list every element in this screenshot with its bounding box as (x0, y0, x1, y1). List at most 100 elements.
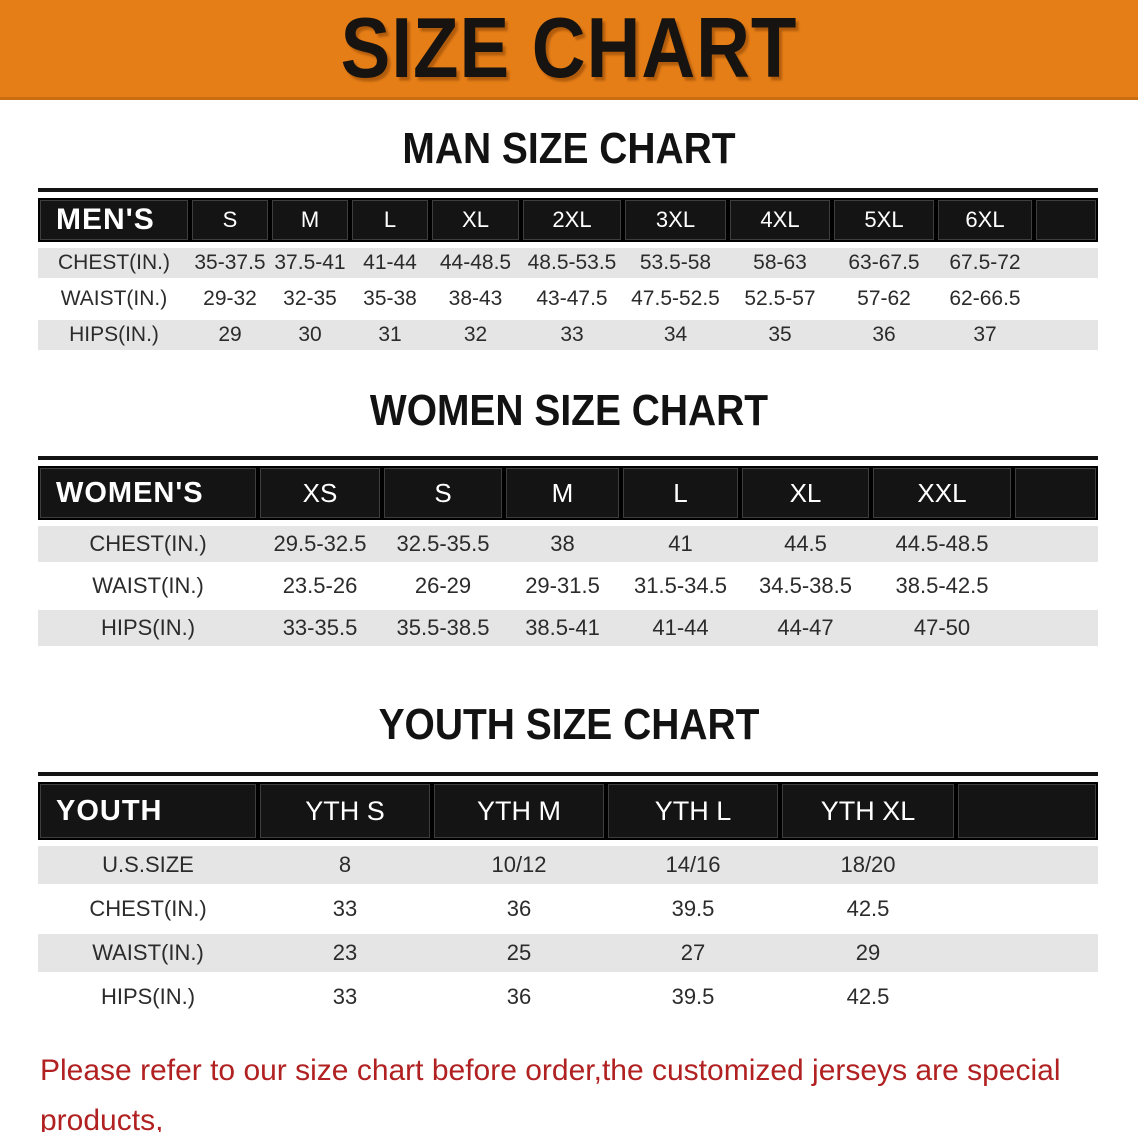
cell: 41-44 (350, 248, 430, 278)
cell: 44.5-48.5 (871, 526, 1013, 562)
row-label: CHEST(IN.) (38, 526, 258, 562)
cell: 34.5-38.5 (740, 568, 871, 604)
women-category-label: WOMEN'S (38, 466, 258, 520)
table-row: CHEST(IN.) 35-37.5 37.5-41 41-44 44-48.5… (38, 248, 1098, 278)
size-header: XXL (871, 466, 1013, 520)
cell: 25 (432, 934, 606, 972)
spacer-cell (956, 978, 1098, 1016)
size-header: L (350, 198, 430, 242)
row-label: HIPS(IN.) (38, 610, 258, 646)
table-row: CHEST(IN.) 29.5-32.5 32.5-35.5 38 41 44.… (38, 526, 1098, 562)
disclaimer-line1: Please refer to our size chart before or… (40, 1054, 1061, 1132)
cell: 32-35 (270, 284, 350, 314)
cell: 48.5-53.5 (521, 248, 623, 278)
row-label: WAIST(IN.) (38, 568, 258, 604)
cell: 30 (270, 320, 350, 350)
size-header: S (190, 198, 270, 242)
cell: 39.5 (606, 978, 780, 1016)
size-header: 6XL (936, 198, 1034, 242)
row-label: CHEST(IN.) (38, 890, 258, 928)
cell: 38.5-42.5 (871, 568, 1013, 604)
cell: 42.5 (780, 978, 956, 1016)
disclaimer: Please refer to our size chart before or… (40, 1046, 1118, 1132)
cell: 62-66.5 (936, 284, 1034, 314)
cell: 18/20 (780, 846, 956, 884)
size-header: XS (258, 466, 382, 520)
cell: 29 (190, 320, 270, 350)
men-category-label: MEN'S (38, 198, 190, 242)
size-header: 3XL (623, 198, 728, 242)
cell: 47-50 (871, 610, 1013, 646)
youth-table-top-rule (38, 772, 1098, 776)
youth-header-row: YOUTH YTH S YTH M YTH L YTH XL (38, 782, 1098, 840)
cell: 31.5-34.5 (621, 568, 740, 604)
row-label: U.S.SIZE (38, 846, 258, 884)
row-label: WAIST(IN.) (38, 284, 190, 314)
cell: 36 (832, 320, 936, 350)
cell: 23 (258, 934, 432, 972)
cell: 38.5-41 (504, 610, 621, 646)
spacer-cell (1013, 610, 1098, 646)
cell: 29-32 (190, 284, 270, 314)
cell: 63-67.5 (832, 248, 936, 278)
cell: 27 (606, 934, 780, 972)
size-header: YTH M (432, 782, 606, 840)
cell: 23.5-26 (258, 568, 382, 604)
cell: 35.5-38.5 (382, 610, 504, 646)
youth-size-table: YOUTH YTH S YTH M YTH L YTH XL U.S.SIZE … (38, 776, 1098, 1022)
table-row: CHEST(IN.) 33 36 39.5 42.5 (38, 890, 1098, 928)
women-size-table: WOMEN'S XS S M L XL XXL CHEST(IN.) 29.5-… (38, 460, 1098, 652)
table-row: WAIST(IN.) 23.5-26 26-29 29-31.5 31.5-34… (38, 568, 1098, 604)
cell: 44-47 (740, 610, 871, 646)
cell: 36 (432, 890, 606, 928)
size-header: M (270, 198, 350, 242)
men-section-heading: MAN SIZE CHART (402, 123, 736, 173)
women-table-top-rule (38, 456, 1098, 460)
cell: 32 (430, 320, 521, 350)
cell: 26-29 (382, 568, 504, 604)
cell: 10/12 (432, 846, 606, 884)
cell: 36 (432, 978, 606, 1016)
size-header: YTH S (258, 782, 432, 840)
cell: 32.5-35.5 (382, 526, 504, 562)
table-row: WAIST(IN.) 23 25 27 29 (38, 934, 1098, 972)
size-header: XL (740, 466, 871, 520)
spacer-cell (1034, 198, 1098, 242)
banner-title: SIZE CHART (340, 0, 798, 97)
cell: 38-43 (430, 284, 521, 314)
spacer-cell (1034, 320, 1098, 350)
cell: 41-44 (621, 610, 740, 646)
spacer-cell (956, 890, 1098, 928)
row-label: CHEST(IN.) (38, 248, 190, 278)
spacer-cell (1034, 284, 1098, 314)
table-row: U.S.SIZE 8 10/12 14/16 18/20 (38, 846, 1098, 884)
row-label: HIPS(IN.) (38, 320, 190, 350)
size-header: L (621, 466, 740, 520)
cell: 33-35.5 (258, 610, 382, 646)
cell: 35-37.5 (190, 248, 270, 278)
row-label: WAIST(IN.) (38, 934, 258, 972)
spacer-cell (1034, 248, 1098, 278)
row-label: HIPS(IN.) (38, 978, 258, 1016)
size-header: YTH L (606, 782, 780, 840)
cell: 37.5-41 (270, 248, 350, 278)
men-table-top-rule (38, 188, 1098, 192)
cell: 35-38 (350, 284, 430, 314)
cell: 67.5-72 (936, 248, 1034, 278)
cell: 38 (504, 526, 621, 562)
spacer-cell (1013, 466, 1098, 520)
spacer-cell (956, 934, 1098, 972)
cell: 34 (623, 320, 728, 350)
cell: 14/16 (606, 846, 780, 884)
spacer-cell (956, 782, 1098, 840)
cell: 29-31.5 (504, 568, 621, 604)
cell: 29.5-32.5 (258, 526, 382, 562)
women-section-heading: WOMEN SIZE CHART (369, 385, 769, 435)
cell: 44-48.5 (430, 248, 521, 278)
spacer-cell (956, 846, 1098, 884)
size-header: 5XL (832, 198, 936, 242)
cell: 37 (936, 320, 1034, 350)
cell: 41 (621, 526, 740, 562)
cell: 33 (521, 320, 623, 350)
